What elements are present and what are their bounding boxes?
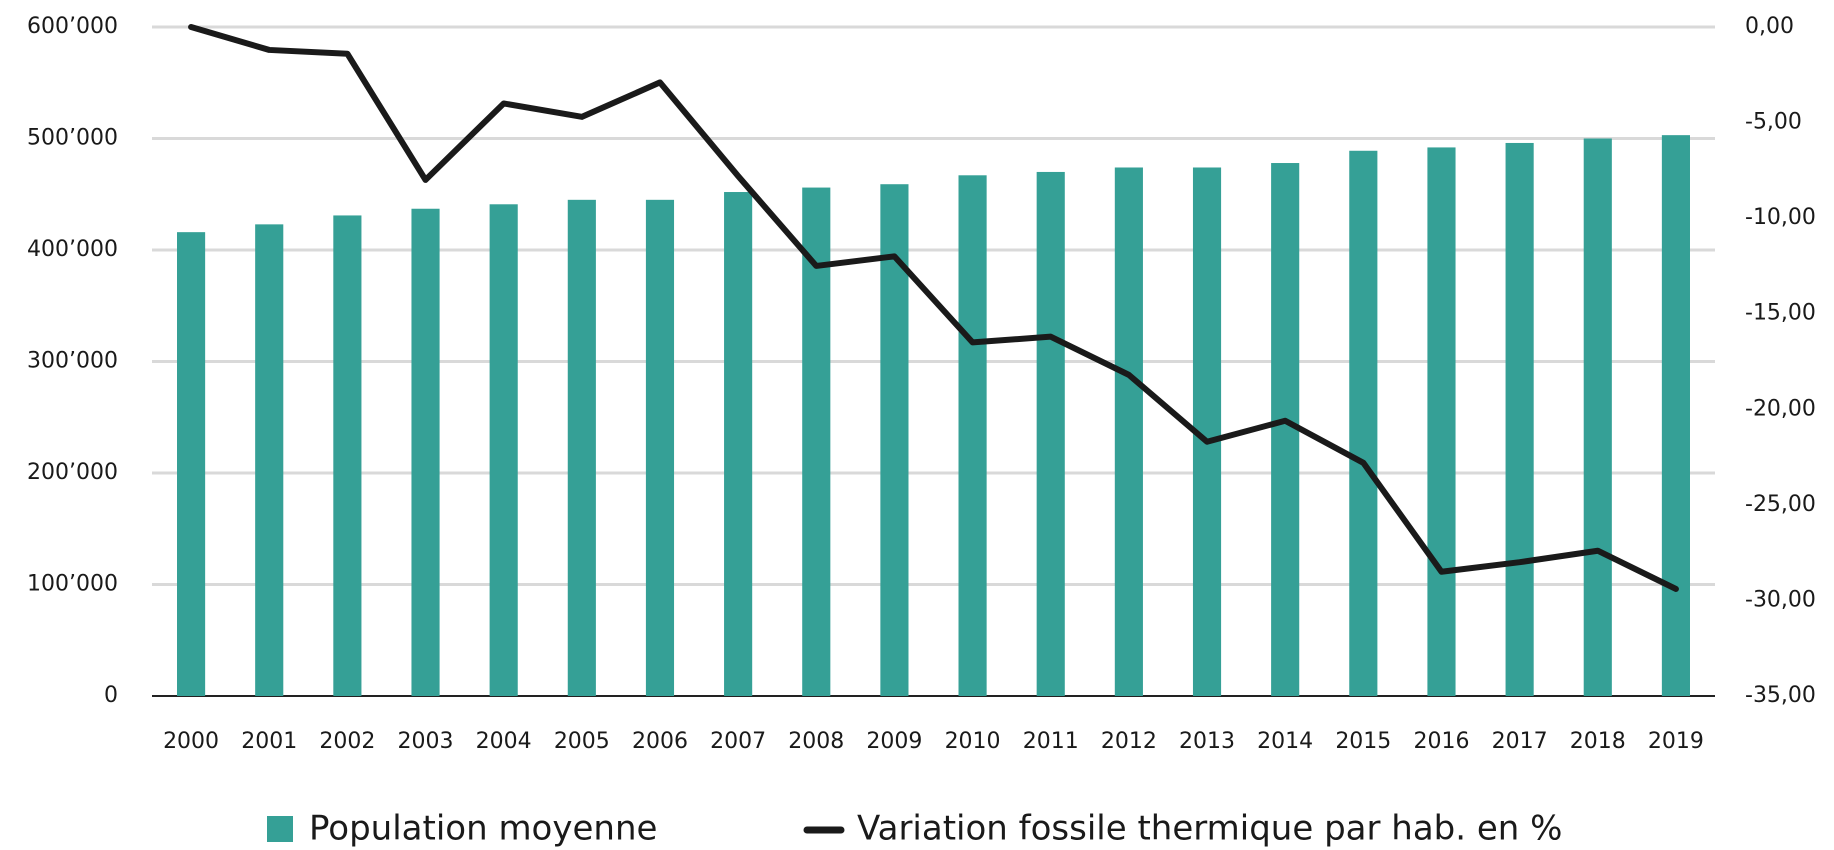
x-tick-label: 2013 bbox=[1179, 729, 1235, 754]
bar bbox=[724, 192, 753, 696]
legend-label: Variation fossile thermique par hab. en … bbox=[857, 809, 1562, 849]
bar bbox=[880, 184, 909, 696]
y-tick-label: 0 bbox=[104, 683, 118, 708]
bar bbox=[333, 215, 362, 696]
y-tick-label: 400’000 bbox=[27, 237, 118, 262]
x-tick-label: 2012 bbox=[1101, 729, 1157, 754]
y-tick-label: 600’000 bbox=[27, 14, 118, 39]
x-tick-label: 2004 bbox=[476, 729, 532, 754]
bar bbox=[411, 208, 440, 696]
bar bbox=[1661, 135, 1690, 696]
y2-tick-label: -30,00 bbox=[1745, 587, 1816, 612]
bar bbox=[1427, 147, 1456, 697]
y-tick-label: 100’000 bbox=[27, 572, 118, 597]
bar bbox=[255, 224, 284, 697]
bar bbox=[1271, 163, 1300, 696]
x-tick-label: 2016 bbox=[1413, 729, 1469, 754]
y2-tick-label: -20,00 bbox=[1745, 396, 1816, 421]
legend-label: Population moyenne bbox=[309, 809, 657, 849]
x-tick-label: 2001 bbox=[241, 729, 297, 754]
bar bbox=[1114, 167, 1143, 697]
y2-tick-label: -35,00 bbox=[1745, 683, 1816, 708]
y2-tick-label: 0,00 bbox=[1745, 14, 1794, 39]
x-tick-label: 2005 bbox=[554, 729, 610, 754]
x-tick-label: 2017 bbox=[1492, 729, 1548, 754]
x-tick-label: 2019 bbox=[1648, 729, 1704, 754]
x-tick-label: 2007 bbox=[710, 729, 766, 754]
y-tick-label: 200’000 bbox=[27, 460, 118, 485]
bar bbox=[1036, 171, 1065, 696]
bar bbox=[1583, 138, 1612, 696]
legend-swatch bbox=[267, 816, 293, 842]
x-tick-label: 2018 bbox=[1570, 729, 1626, 754]
bar bbox=[489, 204, 518, 696]
y2-tick-label: -10,00 bbox=[1745, 205, 1816, 230]
x-tick-label: 2014 bbox=[1257, 729, 1313, 754]
bar bbox=[1349, 150, 1378, 696]
y-tick-label: 300’000 bbox=[27, 349, 118, 374]
x-tick-label: 2011 bbox=[1023, 729, 1079, 754]
bar bbox=[177, 232, 206, 696]
y-tick-label: 500’000 bbox=[27, 126, 118, 151]
bar bbox=[567, 199, 596, 696]
line bbox=[188, 24, 1679, 592]
bar bbox=[802, 187, 831, 696]
x-tick-label: 2009 bbox=[866, 729, 922, 754]
x-tick-label: 2015 bbox=[1335, 729, 1391, 754]
y2-tick-label: -25,00 bbox=[1745, 492, 1816, 517]
x-tick-label: 2000 bbox=[163, 729, 219, 754]
x-tick-label: 2002 bbox=[319, 729, 375, 754]
bar bbox=[1505, 142, 1534, 696]
x-tick-label: 2003 bbox=[398, 729, 454, 754]
x-tick-label: 2010 bbox=[945, 729, 1001, 754]
y2-tick-label: -15,00 bbox=[1745, 301, 1816, 326]
x-tick-label: 2008 bbox=[788, 729, 844, 754]
y2-tick-label: -5,00 bbox=[1745, 110, 1802, 135]
bar bbox=[958, 175, 987, 697]
bar bbox=[645, 199, 675, 696]
x-tick-label: 2006 bbox=[632, 729, 688, 754]
